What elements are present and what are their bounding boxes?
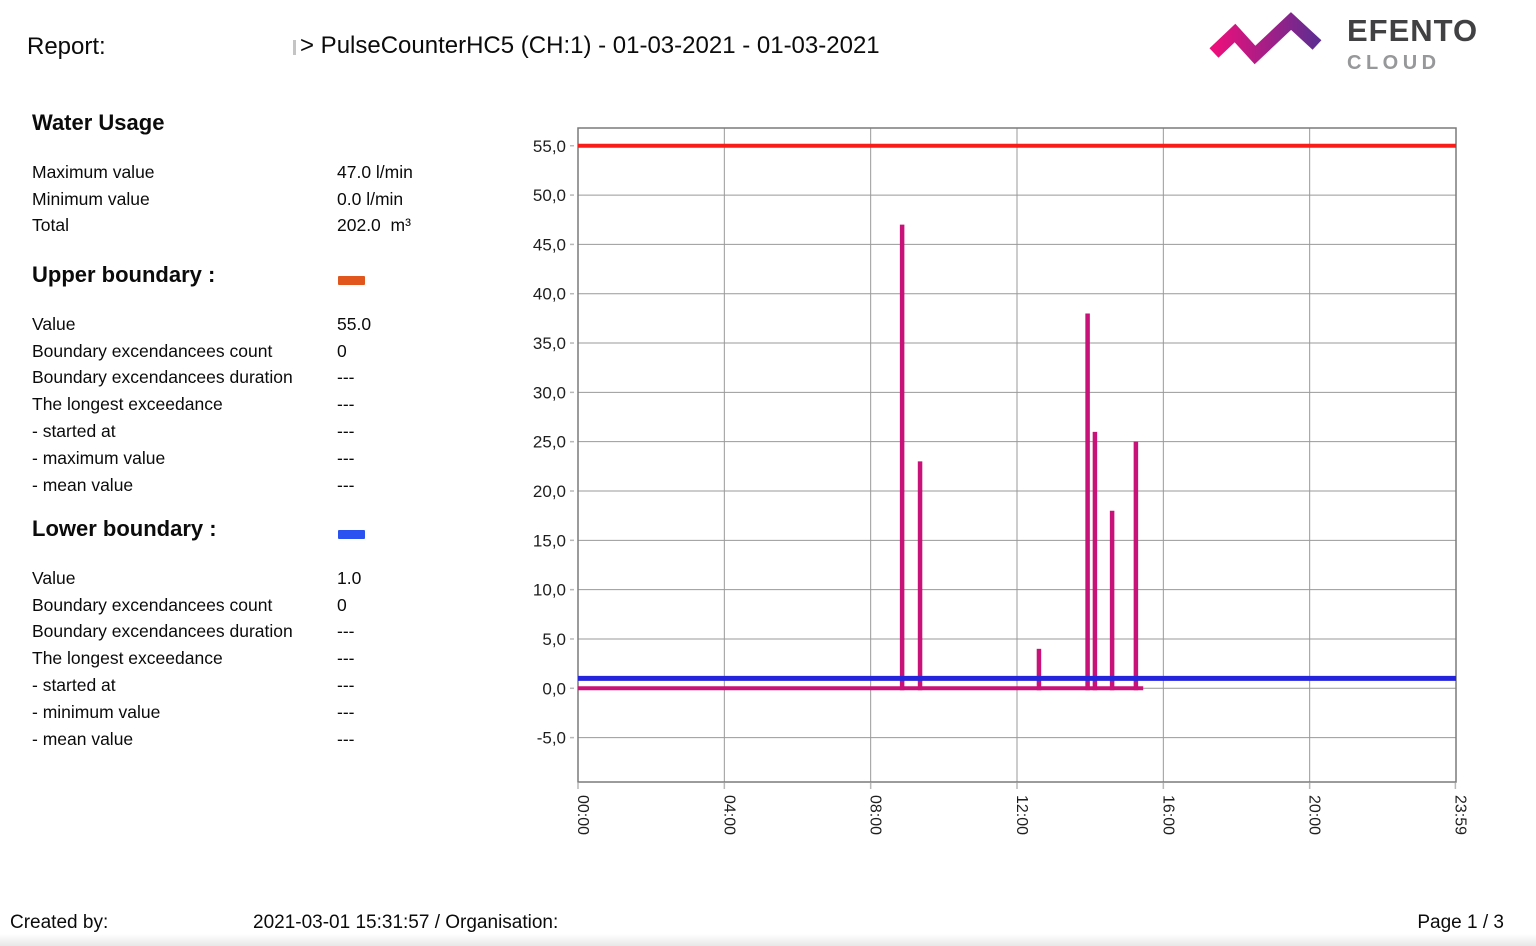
lower-boundary-color-swatch (338, 530, 365, 539)
page-bottom-edge (0, 934, 1536, 946)
info-row: The longest exceedance --- (32, 391, 467, 418)
row-value: 0.0 l/min (337, 188, 404, 209)
usage-chart: 55,0 50,0 45,0 40,0 35,0 30,0 25,0 20,0 15,0 10,0… (533, 127, 1468, 835)
row-label: Boundary excendancees count (32, 340, 273, 361)
info-row: Value 55.0 (32, 311, 467, 338)
info-row: - mean value --- (32, 726, 467, 753)
svg-text:20,0: 20,0 (533, 482, 566, 501)
info-row: Boundary excendancees count 0 (32, 338, 467, 365)
logo-text: EFENTO CLOUD (1347, 15, 1478, 73)
lower-boundary-stats: Value 1.0 Boundary excendancees count 0 Boun… (32, 565, 467, 753)
row-label: - mean value (32, 474, 134, 495)
row-label: The longest exceedance (32, 394, 223, 415)
info-row: Boundary excendancees count 0 (32, 592, 467, 619)
svg-text:5,0: 5,0 (542, 630, 566, 649)
info-row: - maximum value --- (32, 445, 467, 472)
svg-text:25,0: 25,0 (533, 433, 566, 452)
info-row: - mean value --- (32, 472, 467, 499)
row-label: Value (32, 567, 76, 588)
row-label: Boundary excendancees count (32, 594, 273, 615)
water-usage-title: Water Usage (32, 110, 165, 135)
row-value: 0 (337, 340, 347, 361)
info-row: Minimum value 0.0 l/min (32, 186, 467, 213)
svg-text:04:00: 04:00 (720, 795, 737, 835)
row-value: --- (337, 648, 355, 669)
info-row: Value 1.0 (32, 565, 467, 592)
row-value: --- (337, 367, 355, 388)
svg-text:45,0: 45,0 (533, 235, 566, 254)
row-label: - maximum value (32, 447, 166, 468)
row-value: --- (337, 421, 355, 442)
svg-text:40,0: 40,0 (533, 285, 566, 304)
page-number: Page 1 / 3 (1417, 912, 1504, 933)
svg-text:0,0: 0,0 (542, 679, 566, 698)
info-row: The longest exceedance --- (32, 645, 467, 672)
svg-text:50,0: 50,0 (533, 186, 566, 205)
svg-text:35,0: 35,0 (533, 334, 566, 353)
info-row: Total 202.0 m³ (32, 213, 467, 240)
usage-chart-container: 55,0 50,0 45,0 40,0 35,0 30,0 25,0 20,0 15,0 10,0… (530, 118, 1510, 878)
svg-text:00:00: 00:00 (574, 795, 591, 835)
lower-boundary-title: Lower boundary : (32, 516, 217, 541)
info-row: Boundary excendancees duration --- (32, 365, 467, 392)
water-usage-stats: Maximum value 47.0 l/min Minimum value 0.0 … (32, 159, 467, 239)
row-value: 202.0 m³ (337, 215, 411, 236)
svg-text:20:00: 20:00 (1306, 795, 1323, 835)
logo-brand: EFENTO (1347, 13, 1479, 48)
svg-text:-5,0: -5,0 (537, 729, 566, 748)
svg-text:12:00: 12:00 (1013, 795, 1030, 835)
row-label: - mean value (32, 728, 134, 749)
info-row: Boundary excendancees duration --- (32, 619, 467, 646)
row-value: --- (337, 728, 355, 749)
row-value: 55.0 (337, 313, 372, 334)
svg-text:08:00: 08:00 (867, 795, 884, 835)
row-value: --- (337, 394, 355, 415)
svg-text:23:59: 23:59 (1451, 795, 1468, 835)
row-value: --- (337, 447, 355, 468)
svg-text:16:00: 16:00 (1159, 795, 1176, 835)
row-label: Value (32, 313, 76, 334)
svg-text:55,0: 55,0 (533, 137, 566, 156)
row-label: The longest exceedance (32, 648, 223, 669)
redacted-organisation-fragment (293, 40, 296, 55)
info-row: - started at --- (32, 672, 467, 699)
row-value: --- (337, 474, 355, 495)
row-value: --- (337, 701, 355, 722)
row-value: 1.0 (337, 567, 362, 588)
info-row: - started at --- (32, 418, 467, 445)
row-label: - started at (32, 421, 116, 442)
row-value: 0 (337, 594, 347, 615)
row-label: - minimum value (32, 701, 161, 722)
info-row: Maximum value 47.0 l/min (32, 159, 467, 186)
row-label: Boundary excendancees duration (32, 621, 293, 642)
row-label: Minimum value (32, 188, 150, 209)
report-title: > PulseCounterHC5 (CH:1) - 01-03-2021 - … (300, 32, 880, 59)
row-label: Boundary excendancees duration (32, 367, 293, 388)
row-label: Total (32, 215, 69, 236)
logo-subtitle: CLOUD (1347, 52, 1441, 74)
report-label: Report: (27, 33, 106, 60)
upper-boundary-title: Upper boundary : (32, 262, 216, 287)
created-by-label: Created by: (10, 912, 109, 933)
row-value: --- (337, 675, 355, 696)
upper-boundary-color-swatch (338, 276, 365, 285)
svg-text:15,0: 15,0 (533, 531, 566, 550)
timestamp-organisation: 2021-03-01 15:31:57 / Organisation: (253, 912, 559, 933)
svg-text:30,0: 30,0 (533, 383, 566, 402)
info-row: - minimum value --- (32, 699, 467, 726)
efento-cloud-logo: EFENTO CLOUD (1205, 8, 1478, 80)
row-label: - started at (32, 675, 116, 696)
upper-boundary-stats: Value 55.0 Boundary excendancees count 0 Bou… (32, 311, 467, 499)
svg-text:10,0: 10,0 (533, 581, 566, 600)
efento-zigzag-icon (1209, 12, 1322, 65)
row-value: 47.0 l/min (337, 161, 413, 182)
row-label: Maximum value (32, 161, 155, 182)
row-value: --- (337, 621, 355, 642)
